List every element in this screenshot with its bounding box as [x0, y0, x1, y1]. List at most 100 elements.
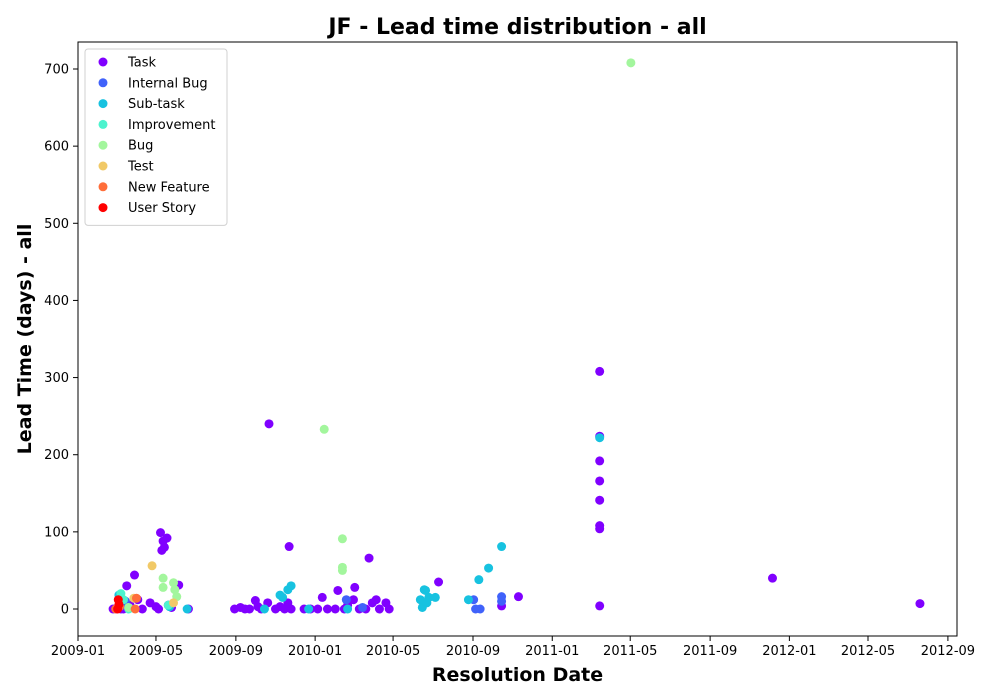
data-point-sub-task: [497, 542, 507, 552]
legend-label: Improvement: [128, 118, 215, 133]
y-tick-label: 100: [44, 525, 69, 540]
x-axis-ticks: 2009-01 2009-05 2009-09 2010-01 2010-05 2010-…: [51, 636, 975, 659]
x-tick-label: 2012-01: [762, 644, 816, 659]
data-point-sub-task: [430, 592, 440, 602]
data-point-task: [137, 604, 147, 614]
legend-marker: [98, 78, 108, 88]
chart-title: JF - Lead time distribution - all: [326, 15, 706, 40]
legend-box: [84, 48, 228, 226]
data-point-sub-task: [304, 604, 314, 614]
data-point-internal-bug: [497, 596, 507, 606]
data-point-bug: [626, 58, 636, 68]
data-point-task: [350, 582, 360, 592]
y-tick-label: 0: [61, 603, 69, 618]
x-tick-label: 2010-09: [446, 644, 500, 659]
data-point-task: [364, 553, 374, 563]
legend-label: Internal Bug: [128, 76, 208, 91]
data-point-task: [595, 366, 605, 376]
data-point-bug: [337, 565, 347, 575]
x-tick-label: 2010-05: [366, 644, 420, 659]
legend-marker: [98, 140, 108, 150]
x-axis-label: Resolution Date: [432, 664, 603, 686]
legend-marker: [98, 161, 108, 171]
legend-label: Test: [127, 160, 154, 175]
x-tick-label: 2009-05: [129, 644, 183, 659]
data-point-task: [371, 595, 381, 605]
legend: Task Internal Bug Sub-task Improvement Bug Te…: [84, 48, 228, 226]
data-point-task: [130, 570, 140, 580]
legend-marker: [98, 119, 108, 129]
data-point-task: [284, 542, 294, 552]
data-points: [108, 58, 925, 614]
y-axis-label: Lead Time (days) - all: [14, 224, 36, 455]
data-point-task: [384, 604, 394, 614]
x-tick-label: 2012-09: [921, 644, 975, 659]
data-point-task: [595, 524, 605, 534]
data-point-bug: [337, 534, 347, 544]
x-tick-label: 2011-01: [525, 644, 579, 659]
data-point-task: [374, 604, 384, 614]
data-point-task: [154, 604, 164, 614]
y-tick-label: 400: [44, 294, 69, 309]
data-point-test: [169, 598, 179, 608]
x-tick-label: 2012-05: [841, 644, 895, 659]
data-point-task: [348, 595, 358, 605]
data-point-task: [156, 528, 166, 538]
data-point-internal-bug: [358, 602, 368, 612]
data-point-task: [159, 542, 169, 552]
data-point-bug: [158, 582, 168, 592]
legend-marker: [98, 182, 108, 192]
x-tick-label: 2011-09: [683, 644, 737, 659]
data-point-new-feature: [130, 604, 140, 614]
data-point-sub-task: [259, 604, 269, 614]
legend-label: Bug: [128, 139, 153, 154]
y-tick-label: 700: [44, 63, 69, 78]
data-point-task: [595, 601, 605, 611]
data-point-sub-task: [463, 595, 473, 605]
x-tick-label: 2009-09: [209, 644, 263, 659]
data-point-sub-task: [278, 592, 288, 602]
data-point-task: [162, 533, 172, 543]
data-point-task: [286, 604, 296, 614]
y-tick-label: 600: [44, 140, 69, 155]
data-point-bug: [319, 424, 329, 434]
y-axis-ticks: 0 100 200 300 400 500 600 700: [44, 63, 78, 618]
data-point-task: [333, 585, 343, 595]
data-point-task: [767, 573, 777, 583]
data-point-task: [264, 419, 274, 429]
data-point-sub-task: [343, 604, 353, 614]
data-point-bug: [170, 585, 180, 595]
data-point-sub-task: [484, 563, 494, 573]
data-point-sub-task: [286, 581, 296, 591]
data-point-internal-bug: [475, 604, 485, 614]
y-tick-label: 200: [44, 448, 69, 463]
data-point-new-feature: [131, 593, 141, 603]
data-point-task: [322, 604, 332, 614]
x-tick-label: 2010-01: [288, 644, 342, 659]
legend-marker: [98, 99, 108, 109]
data-point-user-story: [113, 604, 123, 614]
data-point-internal-bug: [341, 595, 351, 605]
data-point-task: [330, 604, 340, 614]
data-point-task: [915, 599, 925, 609]
legend-label: Task: [127, 56, 157, 71]
y-tick-label: 500: [44, 217, 69, 232]
data-point-task: [513, 592, 523, 602]
x-tick-label: 2009-01: [51, 644, 105, 659]
data-point-sub-task: [424, 592, 434, 602]
y-tick-label: 300: [44, 371, 69, 386]
data-point-task: [595, 476, 605, 486]
data-point-task: [122, 581, 132, 591]
data-point-bug: [169, 578, 179, 588]
data-point-task: [595, 456, 605, 466]
legend-label: Sub-task: [128, 97, 185, 112]
legend-label: User Story: [128, 201, 196, 216]
x-tick-label: 2011-05: [603, 644, 657, 659]
legend-marker: [98, 57, 108, 67]
data-point-task: [313, 604, 323, 614]
data-point-sub-task: [421, 585, 431, 595]
legend-marker: [98, 203, 108, 213]
data-point-task: [245, 604, 255, 614]
data-point-sub-task: [474, 575, 484, 585]
